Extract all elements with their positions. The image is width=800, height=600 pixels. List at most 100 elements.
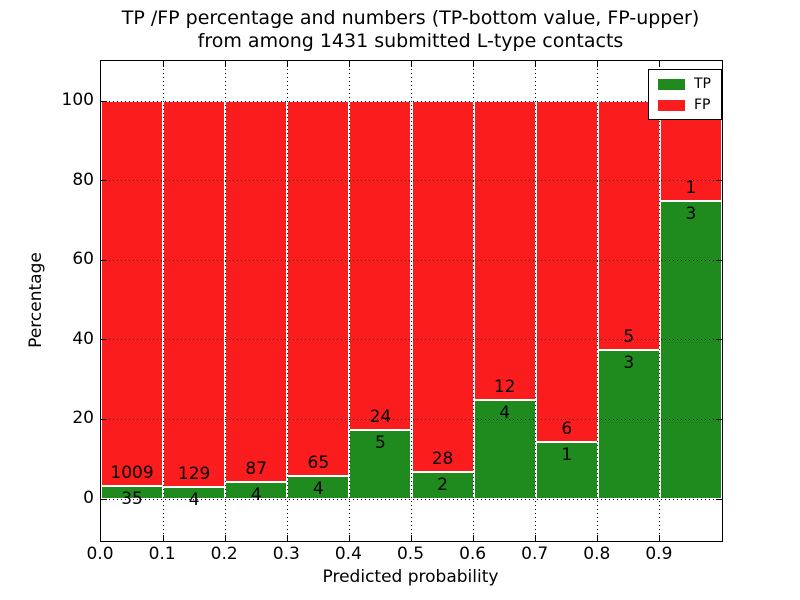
fp-bar-segment xyxy=(535,101,598,443)
tp-legend-label: TP xyxy=(694,76,711,92)
chart-title-line2: from among 1431 submitted L-type contact… xyxy=(197,30,624,52)
x-axis-tick xyxy=(162,61,164,67)
fp-count-label: 65 xyxy=(307,452,330,473)
x-tick-label: 0.3 xyxy=(272,544,300,564)
x-axis-tick xyxy=(286,535,288,541)
x-tick-label: 0.9 xyxy=(645,544,673,564)
x-tick-label: 0.2 xyxy=(210,544,238,564)
fp-count-label: 28 xyxy=(431,449,454,470)
tp-count-label: 4 xyxy=(312,478,324,499)
tp-count-label: 1 xyxy=(561,445,573,466)
x-axis-tick xyxy=(162,535,164,541)
tp-bar-segment xyxy=(535,442,598,499)
y-axis-tick xyxy=(101,180,107,182)
fp-count-label: 1009 xyxy=(110,462,154,483)
legend-item-tp: TP xyxy=(658,77,711,91)
tp-count-label: 4 xyxy=(250,484,262,505)
tp-bar-segment xyxy=(411,472,474,499)
gridline-horizontal xyxy=(101,339,722,341)
tp-bar-segment xyxy=(349,430,412,499)
fp-count-label: 129 xyxy=(177,464,211,485)
x-axis-tick xyxy=(411,535,412,541)
gridline-horizontal xyxy=(101,418,722,420)
y-axis-tick xyxy=(101,498,107,500)
fp-count-label: 6 xyxy=(561,419,573,440)
x-axis-tick xyxy=(348,61,350,67)
gridline-horizontal xyxy=(101,180,722,182)
y-tick-label: 60 xyxy=(72,249,94,270)
tp-bar-segment xyxy=(597,349,660,499)
x-axis-tick xyxy=(348,535,350,541)
x-axis-tick xyxy=(224,61,226,67)
gridline-vertical xyxy=(411,61,412,541)
legend-item-fp: FP xyxy=(658,98,711,112)
x-tick-label: 0.7 xyxy=(521,544,549,564)
fp-bar-segment xyxy=(597,101,660,350)
x-tick-label: 0.6 xyxy=(459,544,487,564)
y-axis-tick xyxy=(101,259,107,261)
gridline-horizontal xyxy=(101,100,722,102)
x-axis-tick xyxy=(411,61,412,67)
tp-count-label: 35 xyxy=(121,488,143,509)
x-axis-tick xyxy=(535,61,537,67)
x-axis-tick xyxy=(473,61,475,67)
legend: TP FP xyxy=(648,69,722,120)
y-axis-tick xyxy=(101,339,107,341)
fp-legend-label: FP xyxy=(694,97,711,113)
tp-count-label: 4 xyxy=(188,490,200,511)
y-axis-tick xyxy=(716,498,722,500)
gridline-vertical xyxy=(473,61,475,541)
chart-title: TP /FP percentage and numbers (TP-bottom… xyxy=(100,7,721,53)
tp-count-label: 3 xyxy=(623,352,635,373)
y-axis-tick xyxy=(716,259,722,261)
fp-count-label: 5 xyxy=(623,326,635,347)
y-axis-tick xyxy=(716,180,722,182)
fp-bar-segment xyxy=(411,101,474,473)
tp-bar-segment xyxy=(287,475,350,499)
fp-bar-segment xyxy=(101,101,164,486)
gridline-horizontal xyxy=(101,498,722,500)
gridline-vertical xyxy=(348,61,350,541)
tp-bar-segment xyxy=(101,485,164,499)
y-axis-tick xyxy=(716,339,722,341)
x-axis-tick xyxy=(473,535,475,541)
tp-bar-segment xyxy=(473,399,536,499)
gridline-vertical xyxy=(597,61,599,541)
y-axis-tick xyxy=(101,418,107,420)
x-tick-label: 0.8 xyxy=(583,544,611,564)
fp-bar-segment xyxy=(225,101,288,482)
y-tick-label: 100 xyxy=(61,90,94,110)
x-axis-tick xyxy=(659,535,661,541)
x-tick-label: 0.0 xyxy=(86,544,114,564)
gridline-vertical xyxy=(162,61,164,541)
tp-bar-segment xyxy=(225,481,288,499)
tp-count-label: 3 xyxy=(685,203,697,224)
tp-legend-swatch xyxy=(658,78,685,90)
y-axis-tick xyxy=(716,418,722,420)
fp-legend-swatch xyxy=(658,99,685,111)
gridline-vertical xyxy=(535,61,537,541)
gridline-vertical xyxy=(286,61,288,541)
chart-title-line1: TP /FP percentage and numbers (TP-bottom… xyxy=(121,7,700,29)
fp-count-label: 24 xyxy=(369,407,392,428)
fp-count-label: 87 xyxy=(245,458,268,479)
x-tick-label: 0.4 xyxy=(334,544,362,564)
x-axis-tick xyxy=(597,535,599,541)
x-axis-tick xyxy=(535,535,537,541)
fp-bar-segment xyxy=(473,101,536,400)
x-tick-label: 0.1 xyxy=(148,544,176,564)
gridline-horizontal xyxy=(101,259,722,261)
tp-bar-segment xyxy=(659,200,722,499)
gridline-vertical xyxy=(224,61,226,541)
tp-count-label: 4 xyxy=(499,402,511,423)
x-axis-tick xyxy=(659,61,661,67)
x-tick-label: 0.5 xyxy=(396,544,425,564)
x-axis-label: Predicted probability xyxy=(322,567,499,587)
x-axis-tick xyxy=(224,535,226,541)
tp-count-label: 2 xyxy=(437,475,448,496)
x-axis-tick xyxy=(597,61,599,67)
y-tick-label: 80 xyxy=(72,169,94,190)
tp-count-label: 5 xyxy=(375,433,386,454)
y-axis-tick xyxy=(101,100,107,102)
